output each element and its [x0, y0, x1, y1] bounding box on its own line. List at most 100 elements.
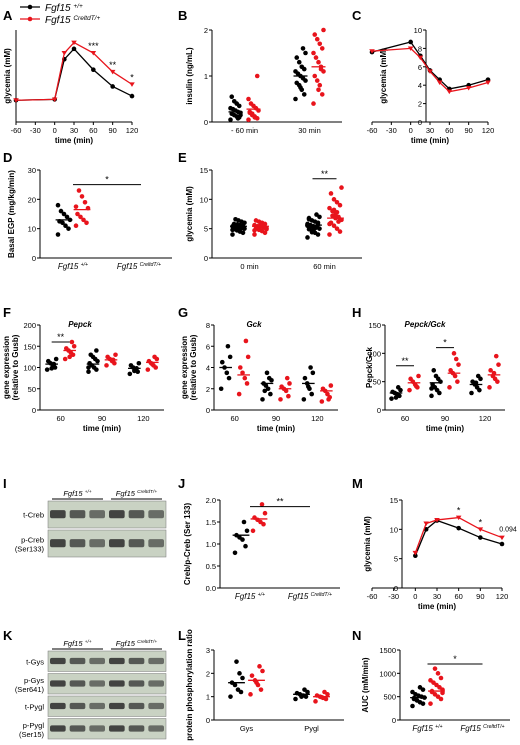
y-tick-label: 2: [206, 385, 210, 394]
data-point: [238, 112, 243, 118]
x-tick-label: 90: [98, 414, 106, 423]
data-point: [319, 399, 325, 404]
data-point: [433, 373, 439, 379]
genotype-label: Fgf15 CreltdT/+: [116, 489, 158, 498]
data-point: [246, 117, 251, 122]
y-tick-label: 200: [23, 321, 36, 330]
data-point: [63, 223, 68, 229]
x-tick-label: 120: [482, 126, 495, 135]
data-point: [306, 384, 311, 389]
data-point: [429, 393, 434, 399]
y-tick-label: 0: [394, 584, 398, 593]
panel-letter: F: [3, 305, 11, 320]
genotype-label: Fgf15 CreltdT/+: [117, 262, 161, 271]
y-axis-label: Pepck/Gck: [365, 346, 374, 387]
data-point: [94, 348, 99, 353]
y-tick-label: 0: [392, 716, 396, 725]
x-tick-label: -60: [367, 126, 378, 135]
data-point: [86, 365, 91, 370]
y-tick-label: 0.5: [206, 562, 216, 571]
data-point: [412, 550, 419, 556]
significance-label: ***: [88, 41, 99, 51]
y-axis-label: glycemia (mM): [363, 516, 372, 572]
panel-letter: N: [352, 628, 361, 643]
y-tick-label: 50: [28, 385, 36, 394]
x-tick-label: Pygl: [304, 724, 319, 733]
data-point: [105, 354, 110, 360]
chart-N: 0 500 1000 1500 Fgf15 +/+ Fgf15 CreltdT/+ AUC …: [361, 646, 510, 733]
y-tick-label: 30: [28, 166, 36, 175]
data-point: [417, 685, 423, 690]
significance-label: *: [479, 517, 483, 527]
data-point: [438, 675, 444, 681]
y-tick-label: 100: [368, 349, 381, 358]
x-tick-label: 90: [476, 592, 484, 601]
y-axis-label: insulin (ng/mL): [185, 47, 194, 105]
blot-strip: [47, 673, 167, 695]
data-point: [496, 362, 501, 367]
data-point: [259, 502, 265, 507]
data-point: [327, 232, 332, 237]
data-point: [62, 356, 68, 362]
y-tick-label: 4: [206, 364, 210, 373]
data-point: [301, 92, 307, 97]
data-point: [389, 396, 394, 401]
data-point: [230, 232, 235, 237]
data-point: [337, 229, 343, 234]
data-point: [299, 64, 305, 70]
y-tick-label: 0: [32, 254, 36, 263]
data-point: [478, 535, 483, 540]
data-point: [455, 379, 460, 384]
blot-band: [128, 510, 145, 519]
blot-band: [89, 539, 105, 548]
data-point: [330, 213, 335, 219]
data-point: [455, 515, 462, 521]
x-tick-label: 120: [137, 414, 150, 423]
data-point: [224, 370, 230, 376]
data-point: [249, 673, 255, 678]
y-tick-label: 6: [418, 63, 422, 72]
data-point: [127, 371, 133, 377]
data-point: [136, 360, 142, 366]
data-point: [456, 362, 461, 367]
data-point: [233, 216, 238, 222]
data-point: [313, 55, 319, 60]
data-point: [245, 354, 251, 360]
data-point: [228, 694, 233, 699]
x-tick-label: 60: [56, 414, 64, 423]
panel-letter: B: [178, 8, 187, 23]
blot-band: [50, 702, 66, 710]
data-point: [260, 668, 265, 674]
data-point: [435, 671, 441, 676]
data-point: [63, 346, 69, 351]
chart-H: 0 50 100 150 60 90 120 time (min) Pepck/Gck Pepck…: [365, 320, 505, 433]
x-axis-label: time (min): [411, 136, 450, 145]
blot-row-label: t-Creb: [23, 511, 44, 520]
y-tick-label: 10: [390, 525, 398, 534]
data-point: [369, 49, 375, 54]
data-point: [432, 666, 438, 671]
blot-band: [69, 702, 86, 710]
x-tick-label: -60: [367, 592, 378, 601]
data-point: [293, 96, 298, 102]
y-axis-label: glycemia (mM): [3, 48, 12, 104]
x-tick-label: 120: [126, 126, 139, 135]
genotype-label: Fgf15 +/+: [45, 3, 83, 14]
data-point: [499, 535, 505, 541]
significance-label: **: [109, 60, 117, 70]
blot-row-sublabel: (Ser641): [15, 685, 45, 694]
data-point: [248, 101, 254, 106]
data-point: [316, 87, 321, 93]
blot-row-label: p-Pygl: [23, 721, 45, 730]
data-point: [237, 365, 243, 370]
data-point: [73, 204, 79, 209]
x-tick-label: 60: [230, 414, 238, 423]
data-point: [413, 383, 419, 389]
data-point: [254, 680, 259, 685]
data-point: [73, 223, 79, 229]
data-point: [132, 368, 137, 374]
data-point: [45, 358, 51, 364]
blot-K: Fgf15 +/+ Fgf15 CreltdT/+ t-Gys p-Gys(Ser64…: [15, 639, 167, 740]
data-point: [55, 232, 61, 237]
